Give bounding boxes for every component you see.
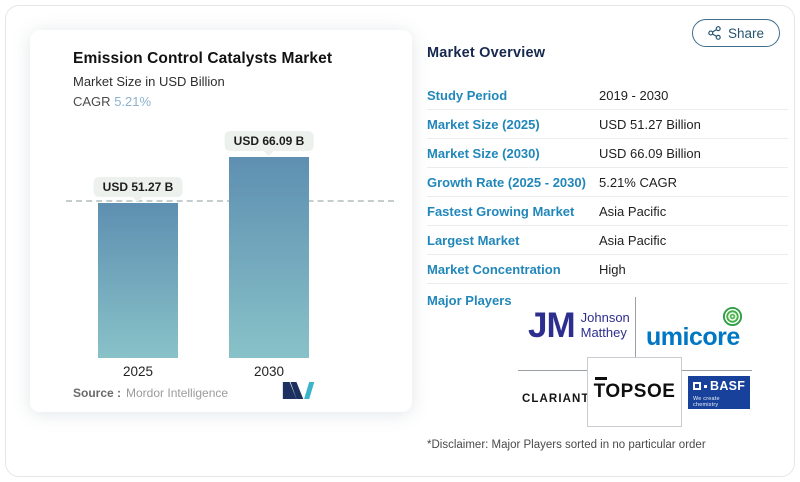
basf-logo: BASF We create chemistry bbox=[688, 376, 750, 409]
bar-value-label-2030: USD 66.09 B bbox=[224, 131, 314, 151]
bar-2030 bbox=[229, 157, 309, 358]
chart-subtitle: Market Size in USD Billion bbox=[73, 74, 225, 89]
table-row: Market Size (2030) USD 66.09 Billion bbox=[427, 139, 788, 168]
table-row: Market Size (2025) USD 51.27 Billion bbox=[427, 110, 788, 139]
table-row: Market Concentration High bbox=[427, 255, 788, 284]
basf-square-dot-icon bbox=[704, 384, 707, 388]
mordor-intelligence-logo-icon bbox=[282, 382, 315, 399]
overview-table: Study Period 2019 - 2030 Market Size (20… bbox=[427, 81, 788, 284]
cagr-label: CAGR bbox=[73, 94, 111, 109]
row-label: Study Period bbox=[427, 87, 508, 103]
jm-monogram: JM bbox=[528, 306, 576, 345]
johnson-matthey-logo: JM Johnson Matthey bbox=[528, 308, 630, 343]
chart-card: Emission Control Catalysts Market Market… bbox=[30, 30, 412, 412]
row-value: Asia Pacific bbox=[599, 203, 667, 219]
share-button-label: Share bbox=[727, 25, 765, 41]
disclaimer-text: *Disclaimer: Major Players sorted in no … bbox=[427, 439, 706, 451]
topsoe-wordmark: TOPSOE bbox=[593, 377, 676, 403]
row-value: USD 51.27 Billion bbox=[599, 116, 701, 132]
topsoe-macron-icon bbox=[594, 377, 607, 380]
clariant-wordmark: CLARIANT bbox=[522, 393, 590, 405]
bar-value-label-2025: USD 51.27 B bbox=[93, 177, 183, 197]
row-value: 5.21% CAGR bbox=[599, 174, 678, 190]
players-grid-vertical-divider bbox=[635, 297, 636, 358]
chart-title: Emission Control Catalysts Market bbox=[73, 50, 333, 67]
row-label: Market Size (2025) bbox=[427, 116, 540, 132]
basf-wordmark: BASF bbox=[710, 379, 746, 393]
topsoe-wordmark-text: TOPSOE bbox=[593, 381, 676, 402]
source-label: Source : bbox=[73, 386, 122, 400]
x-axis-label-2030: 2030 bbox=[253, 364, 285, 379]
umicore-swirl-icon bbox=[722, 306, 743, 327]
overview-title: Market Overview bbox=[427, 45, 546, 61]
row-value: 2019 - 2030 bbox=[599, 87, 669, 103]
row-label: Growth Rate (2025 - 2030) bbox=[427, 174, 586, 190]
x-axis-label-2025: 2025 bbox=[122, 364, 154, 379]
players-grid-horizontal-divider-left bbox=[518, 370, 588, 371]
players-grid-horizontal-divider-right bbox=[681, 370, 752, 371]
bar-2025 bbox=[98, 203, 178, 358]
row-label: Market Size (2030) bbox=[427, 145, 540, 161]
basf-tagline: We create chemistry bbox=[693, 395, 720, 408]
jm-wordmark-line2: Matthey bbox=[580, 324, 627, 340]
table-row: Growth Rate (2025 - 2030) 5.21% CAGR bbox=[427, 168, 788, 197]
row-label: Fastest Growing Market bbox=[427, 203, 575, 219]
cagr-value: 5.21% bbox=[114, 94, 152, 109]
table-row: Fastest Growing Market Asia Pacific bbox=[427, 197, 788, 226]
row-value: USD 66.09 Billion bbox=[599, 145, 701, 161]
jm-wordmark-line1: Johnson bbox=[580, 309, 630, 325]
row-value: High bbox=[599, 261, 626, 277]
major-players-label: Major Players bbox=[427, 293, 512, 308]
topsoe-logo: TOPSOE bbox=[587, 357, 682, 427]
row-label: Largest Market bbox=[427, 232, 520, 248]
source-row: Source : Mordor Intelligence bbox=[73, 386, 228, 400]
jm-wordmark: Johnson Matthey bbox=[580, 309, 630, 340]
source-value: Mordor Intelligence bbox=[126, 386, 229, 400]
basf-square-outline-icon bbox=[693, 382, 701, 391]
share-button[interactable]: Share bbox=[692, 19, 780, 47]
chart-cagr: CAGR 5.21% bbox=[73, 94, 151, 109]
table-row: Largest Market Asia Pacific bbox=[427, 226, 788, 255]
row-value: Asia Pacific bbox=[599, 232, 667, 248]
umicore-logo: umicore bbox=[646, 323, 740, 351]
basf-wordmark-row: BASF bbox=[693, 380, 745, 393]
row-label: Market Concentration bbox=[427, 261, 561, 277]
table-row: Study Period 2019 - 2030 bbox=[427, 81, 788, 110]
share-icon bbox=[708, 26, 721, 40]
